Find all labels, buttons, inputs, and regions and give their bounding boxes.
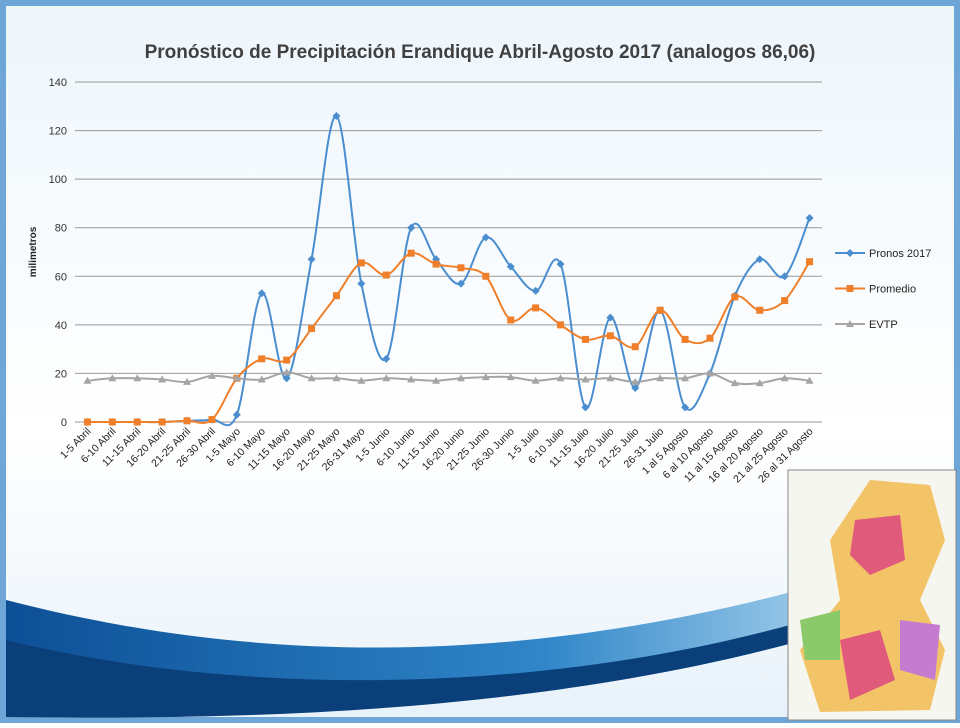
data-point — [282, 374, 291, 383]
data-point — [581, 375, 590, 383]
data-point — [805, 214, 814, 222]
data-point — [308, 325, 316, 332]
y-tick-label: 80 — [55, 223, 67, 235]
data-point — [631, 377, 640, 385]
data-point — [606, 313, 615, 322]
data-point — [382, 354, 391, 363]
data-point — [232, 374, 241, 382]
data-point — [531, 376, 540, 384]
data-point — [532, 304, 540, 312]
data-point — [730, 379, 739, 387]
data-point — [631, 343, 639, 351]
data-point — [656, 374, 665, 382]
data-point — [806, 258, 814, 266]
data-point — [332, 292, 340, 300]
data-point — [755, 379, 764, 387]
data-point — [282, 368, 291, 376]
data-point — [606, 374, 615, 382]
data-point — [357, 376, 366, 384]
data-point — [706, 334, 714, 342]
data-point — [681, 403, 690, 412]
decorative-swoosh — [6, 560, 900, 704]
data-point — [781, 297, 789, 305]
data-point — [332, 374, 341, 382]
data-point — [556, 374, 565, 382]
data-point — [407, 375, 416, 383]
data-point — [755, 255, 764, 264]
data-point — [506, 262, 515, 271]
data-point — [556, 260, 565, 269]
data-point — [283, 356, 291, 364]
legend-marker — [846, 285, 854, 292]
legend-label: Pronos 2017 — [869, 248, 931, 260]
data-point — [232, 410, 241, 419]
data-point — [756, 306, 764, 314]
y-axis-label: milimetros — [28, 226, 39, 277]
data-point — [158, 375, 167, 383]
data-point — [183, 377, 192, 385]
data-point — [731, 293, 739, 301]
legend-marker — [846, 249, 854, 257]
data-point — [108, 418, 116, 426]
data-point — [257, 375, 266, 383]
data-point — [557, 321, 565, 329]
data-point — [531, 286, 540, 295]
data-point — [407, 223, 416, 232]
data-point — [681, 335, 689, 343]
data-point — [482, 272, 490, 280]
y-tick-label: 40 — [55, 320, 67, 332]
data-point — [481, 233, 490, 242]
data-point — [258, 355, 266, 363]
data-point — [581, 335, 589, 343]
data-point — [432, 376, 441, 384]
chart-title: Pronóstico de Precipitación Erandique Ab… — [145, 42, 816, 63]
map-image — [787, 469, 957, 721]
data-point — [307, 374, 316, 382]
data-point — [507, 316, 515, 324]
y-tick-label: 120 — [49, 126, 67, 138]
data-point — [183, 417, 191, 425]
y-tick-label: 100 — [49, 174, 67, 186]
data-point — [581, 403, 590, 412]
data-point — [407, 249, 415, 257]
data-point — [83, 418, 91, 426]
data-point — [457, 264, 465, 272]
legend-label: Promedio — [869, 284, 916, 296]
data-point — [631, 384, 640, 392]
y-tick-label: 20 — [55, 368, 67, 380]
data-point — [456, 279, 465, 288]
data-point — [158, 418, 166, 426]
data-point — [357, 279, 366, 288]
decorative-swoosh — [6, 590, 900, 718]
data-point — [382, 271, 390, 279]
data-point — [108, 374, 117, 382]
data-point — [257, 289, 266, 298]
data-point — [382, 374, 391, 382]
data-point — [332, 112, 341, 120]
data-point — [656, 306, 664, 314]
y-tick-label: 60 — [55, 271, 67, 283]
data-point — [606, 332, 614, 340]
legend-marker — [846, 320, 854, 327]
data-point — [133, 374, 142, 382]
data-point — [681, 374, 690, 382]
data-point — [456, 374, 465, 382]
data-point — [805, 376, 814, 384]
data-point — [207, 371, 216, 379]
y-tick-label: 140 — [49, 77, 67, 89]
data-point — [357, 259, 365, 267]
legend-label: EVTP — [869, 319, 898, 331]
data-point — [307, 255, 316, 264]
data-point — [705, 369, 714, 377]
data-point — [83, 376, 92, 384]
data-point — [208, 416, 216, 424]
data-point — [506, 373, 515, 381]
y-tick-label: 0 — [61, 417, 67, 429]
data-point — [133, 418, 141, 426]
data-point — [780, 374, 789, 382]
data-point — [432, 260, 440, 268]
data-point — [780, 272, 789, 281]
data-point — [481, 373, 490, 381]
